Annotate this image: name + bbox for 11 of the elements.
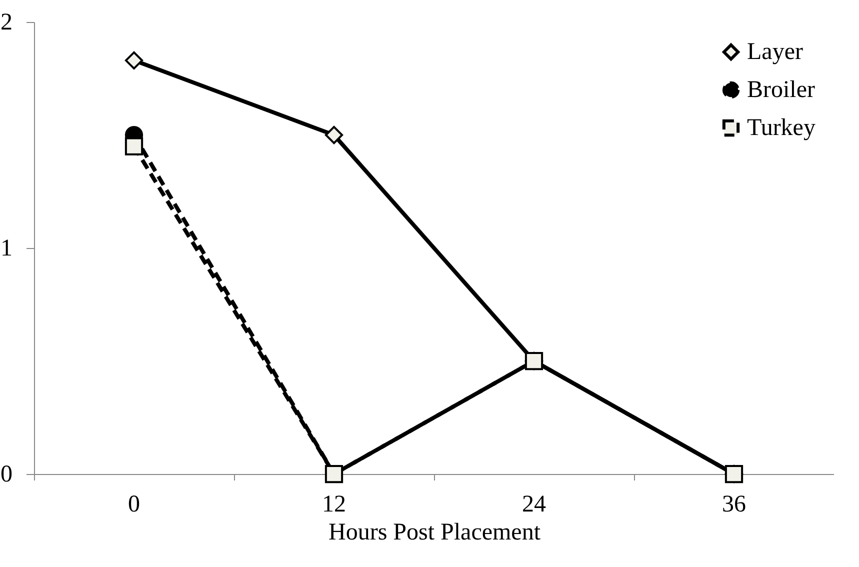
y-tick-label: 0 xyxy=(0,462,12,488)
x-tick-label: 12 xyxy=(322,492,346,518)
legend-label: Layer xyxy=(747,39,803,65)
x-axis-title: Hours Post Placement xyxy=(328,520,541,546)
x-tick-label: 0 xyxy=(128,492,140,518)
x-tick-label: 24 xyxy=(522,492,546,518)
x-tick-label: 36 xyxy=(722,492,746,518)
legend-label: Turkey xyxy=(747,115,816,141)
legend-label: Broiler xyxy=(747,77,815,103)
y-tick-label: 1 xyxy=(0,236,12,262)
y-tick-label: 2 xyxy=(0,10,12,36)
